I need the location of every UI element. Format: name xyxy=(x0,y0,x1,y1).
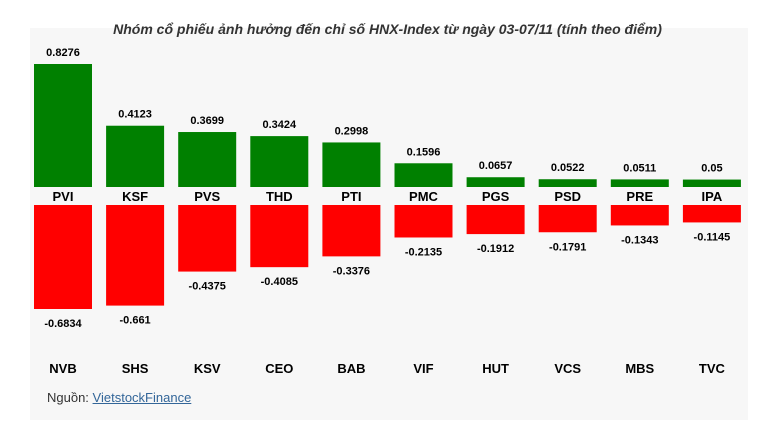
negative-category-label: TVC xyxy=(699,361,726,376)
negative-value-label: -0.4085 xyxy=(261,276,298,288)
positive-value-label: 0.1596 xyxy=(407,146,441,158)
positive-bar xyxy=(610,179,669,187)
positive-bar xyxy=(34,64,92,187)
chart-title: Nhóm cổ phiếu ảnh hưởng đến chỉ số HNX-I… xyxy=(113,21,662,37)
negative-category-label: SHS xyxy=(122,361,149,376)
positive-category-label: PGS xyxy=(482,189,510,204)
source-link[interactable]: VietstockFinance xyxy=(92,390,192,405)
negative-bar xyxy=(106,205,165,306)
positive-bar xyxy=(178,132,237,187)
negative-category-label: VIF xyxy=(413,361,433,376)
positive-category-label: PSD xyxy=(554,189,581,204)
positive-value-label: 0.0657 xyxy=(479,160,513,172)
negative-bar xyxy=(178,205,237,272)
positive-bar xyxy=(250,136,309,187)
positive-value-label: 0.05 xyxy=(701,163,722,175)
positive-value-label: 0.8276 xyxy=(46,47,80,59)
positive-value-label: 0.3699 xyxy=(190,115,224,127)
source-prefix: Nguồn: xyxy=(47,390,93,405)
negative-bar xyxy=(466,205,525,235)
positive-category-label: PTI xyxy=(341,189,361,204)
negative-bar xyxy=(538,205,597,233)
negative-bar xyxy=(394,205,453,238)
negative-value-label: -0.6834 xyxy=(44,318,82,330)
negative-bar xyxy=(322,205,381,257)
negative-value-label: -0.1912 xyxy=(477,243,514,255)
positive-category-label: KSF xyxy=(122,189,148,204)
positive-category-label: PVI xyxy=(53,189,74,204)
negative-bar xyxy=(682,205,741,223)
negative-category-label: BAB xyxy=(337,361,365,376)
negative-category-label: CEO xyxy=(265,361,293,376)
negative-category-label: KSV xyxy=(194,361,221,376)
negative-value-label: -0.4375 xyxy=(189,281,226,293)
negative-value-label: -0.3376 xyxy=(333,265,370,277)
negative-bar xyxy=(610,205,669,226)
negative-bar xyxy=(250,205,309,268)
positive-category-label: IPA xyxy=(702,189,723,204)
positive-bar xyxy=(682,179,741,187)
negative-value-label: -0.1145 xyxy=(694,231,731,243)
negative-category-label: VCS xyxy=(554,361,581,376)
negative-value-label: -0.661 xyxy=(119,315,150,327)
positive-bar xyxy=(538,179,597,187)
positive-bar xyxy=(394,163,453,187)
positive-value-label: 0.3424 xyxy=(262,119,297,131)
positive-category-label: PRE xyxy=(626,189,653,204)
positive-category-label: PMC xyxy=(409,189,439,204)
positive-category-label: PVS xyxy=(194,189,220,204)
negative-category-label: MBS xyxy=(625,361,654,376)
negative-value-label: -0.2135 xyxy=(405,246,442,258)
positive-bar xyxy=(322,142,381,187)
positive-value-label: 0.0522 xyxy=(551,162,585,174)
negative-value-label: -0.1791 xyxy=(549,241,586,253)
negative-bar xyxy=(34,205,92,309)
source-note: Nguồn: VietstockFinance xyxy=(47,390,191,405)
negative-category-label: NVB xyxy=(49,361,76,376)
positive-value-label: 0.0511 xyxy=(623,162,656,174)
positive-category-label: THD xyxy=(266,189,293,204)
positive-value-label: 0.4123 xyxy=(118,109,152,121)
negative-value-label: -0.1343 xyxy=(621,234,658,246)
positive-bar xyxy=(466,177,525,187)
positive-value-label: 0.2998 xyxy=(335,125,369,137)
negative-category-label: HUT xyxy=(482,361,509,376)
positive-bar xyxy=(106,125,165,187)
